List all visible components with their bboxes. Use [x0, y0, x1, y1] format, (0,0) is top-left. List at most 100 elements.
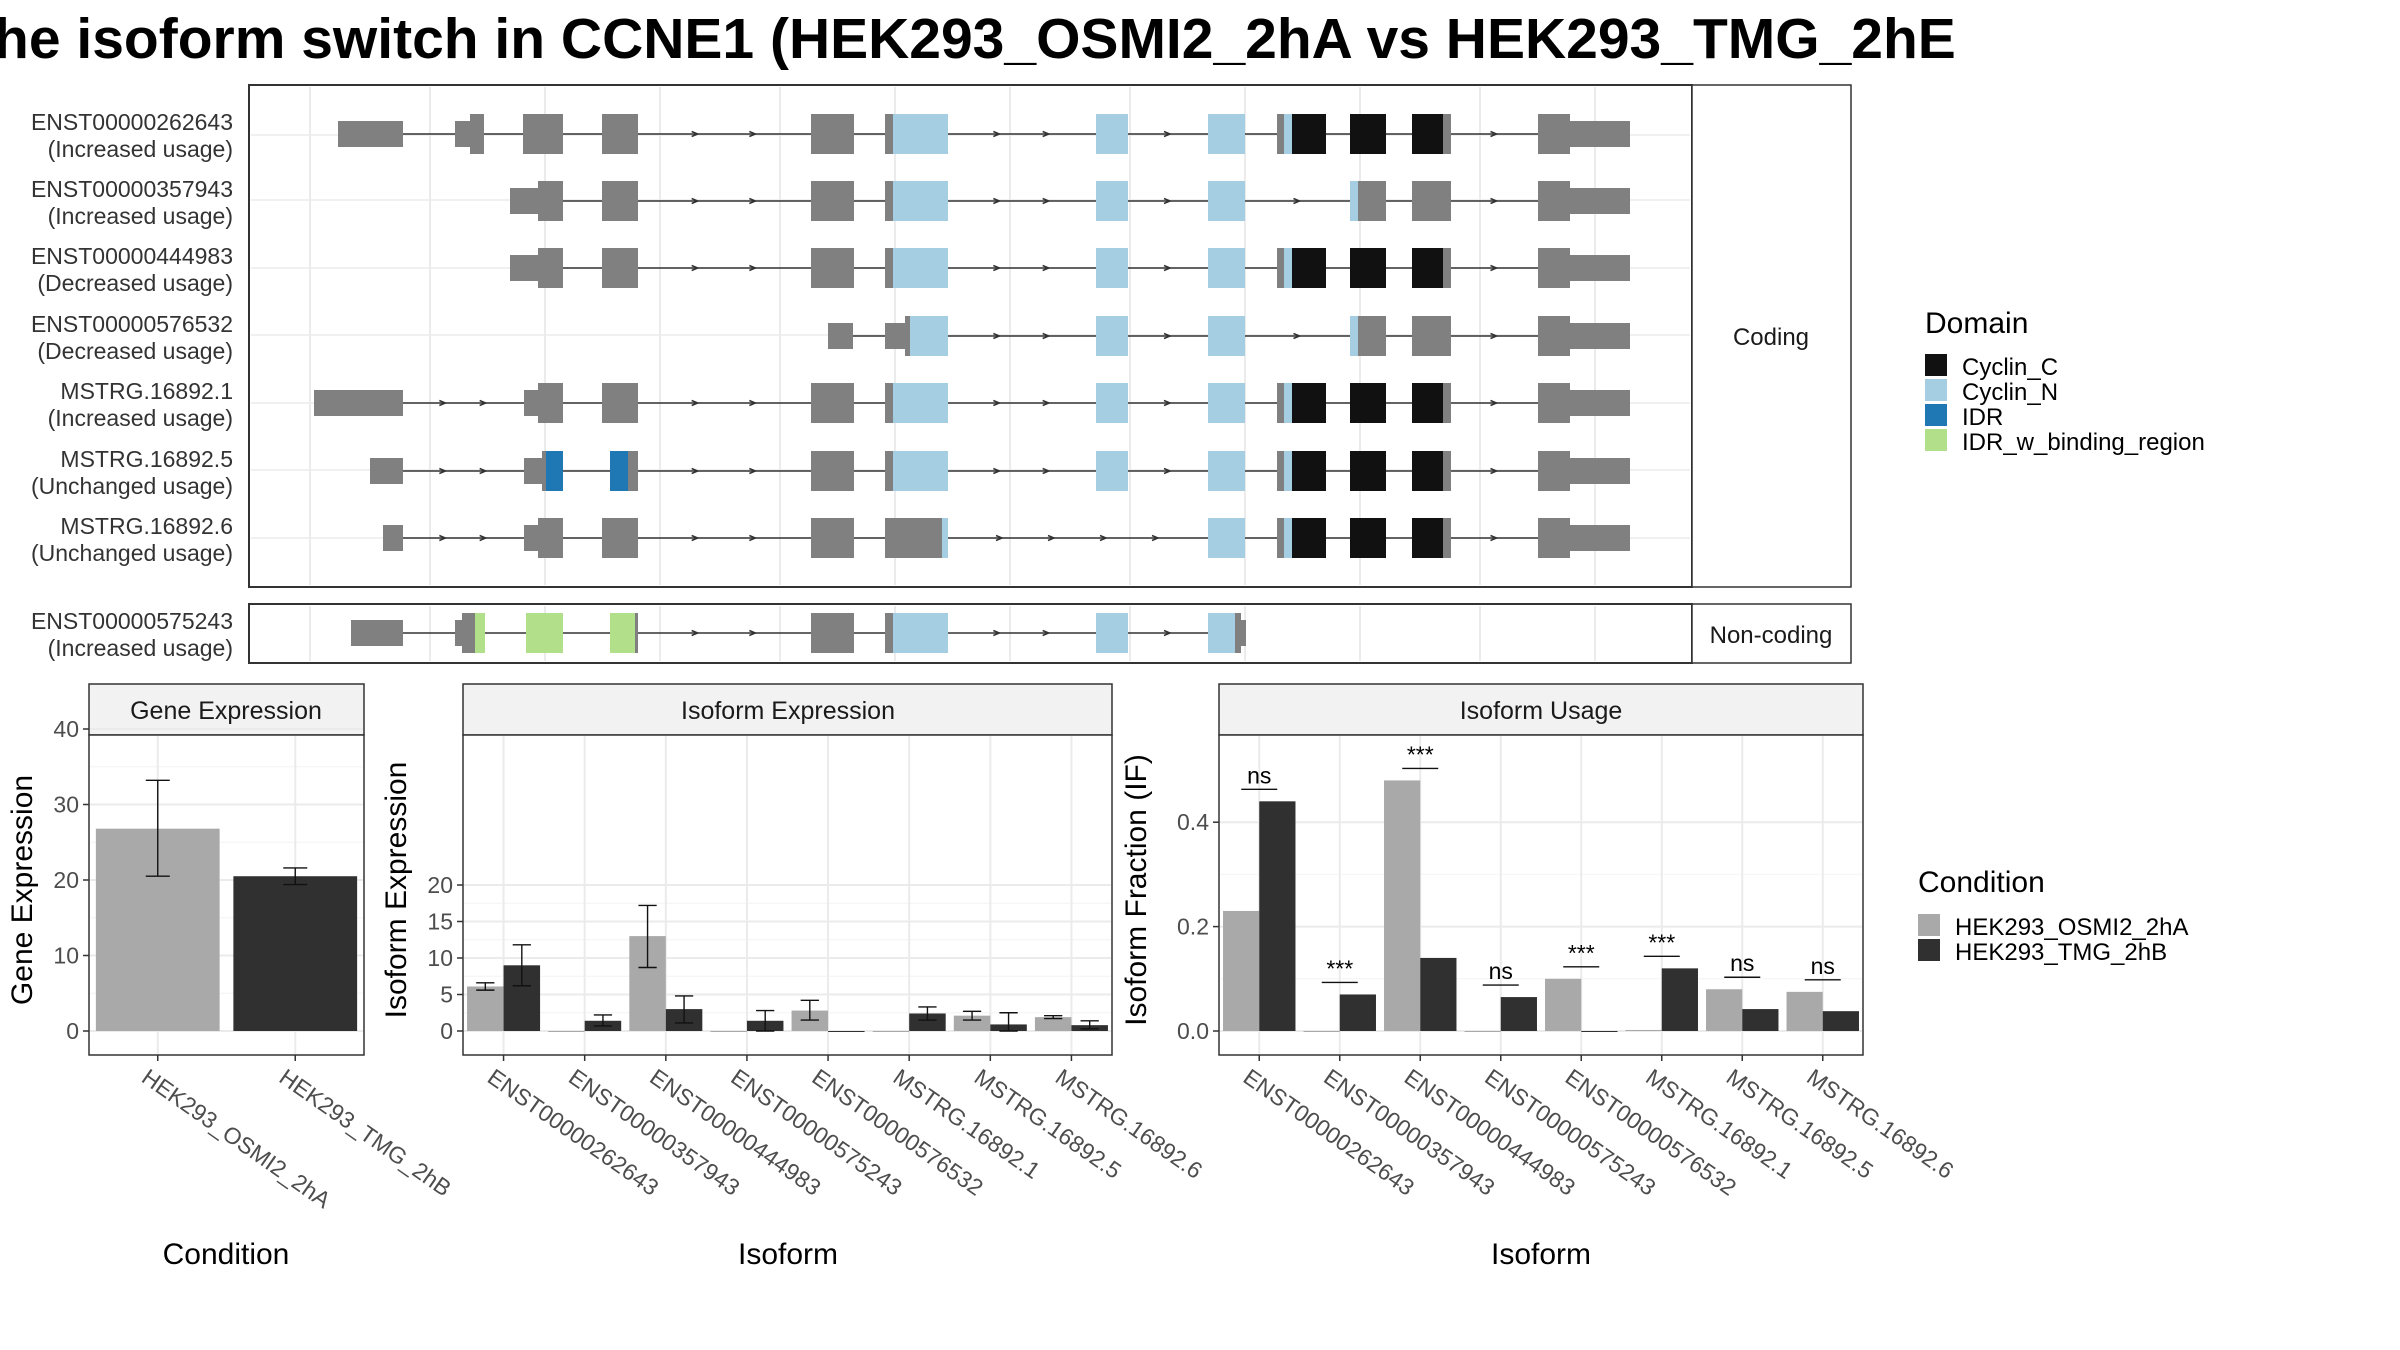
intron-arrow: [1042, 264, 1051, 272]
cyclin-n-domain: [1208, 248, 1245, 288]
exon: [885, 451, 893, 491]
gene-expression-title: Gene Expression: [130, 697, 322, 725]
cyclin-n-domain: [1208, 613, 1235, 653]
intron-arrow: [439, 467, 448, 475]
cyclin-n-domain: [893, 613, 948, 653]
intron-arrow: [1293, 197, 1302, 205]
intron-arrow: [1490, 399, 1499, 407]
intron-arrow: [749, 534, 758, 542]
cyclin-n-domain: [893, 248, 948, 288]
exon: [1277, 248, 1284, 288]
isoform-usage-marks: ns *** *** ns *** *** ns ns: [1223, 741, 1859, 1032]
cyclin-c-domain: [1292, 451, 1326, 491]
utr-exon: [1570, 390, 1630, 416]
y-tick-label: 10: [53, 943, 79, 969]
isoform-label-usage: (Increased usage): [48, 405, 233, 431]
isoform-label-id: MSTRG.16892.5: [60, 446, 233, 472]
cyclin-c-domain: [1350, 248, 1386, 288]
intron-arrow: [691, 534, 700, 542]
isoform-usage-title: Isoform Usage: [1460, 697, 1623, 725]
utr-exon: [1241, 620, 1246, 646]
exon: [1277, 114, 1284, 154]
utr-exon: [524, 458, 542, 484]
exon: [538, 181, 563, 221]
y-tick-label: 40: [53, 716, 79, 742]
intron-arrow: [749, 629, 758, 637]
isoform-label-id: ENST00000357943: [31, 176, 233, 202]
bar: [1384, 780, 1421, 1031]
bar: [909, 1013, 946, 1031]
cyclin-c-domain: [1412, 518, 1443, 558]
exon: [538, 518, 563, 558]
exon: [1412, 181, 1451, 221]
isoform-usage-plot-frame: [1218, 734, 1864, 1056]
exon: [523, 114, 563, 154]
isoform-label-usage: (Decreased usage): [37, 270, 233, 296]
utr-exon: [828, 323, 853, 349]
bar: [1420, 957, 1457, 1031]
intron-arrow: [479, 534, 488, 542]
exon: [1443, 451, 1451, 491]
cyclin-n-domain: [1096, 181, 1128, 221]
utr-exon: [455, 620, 462, 646]
utr-exon: [370, 458, 403, 484]
utr-exon: [351, 620, 403, 646]
significance-label: ***: [1568, 940, 1595, 966]
exon: [1538, 316, 1570, 356]
isoform-label-usage: (Unchanged usage): [31, 540, 233, 566]
gene-expression-ylabel: Gene Expression: [6, 775, 39, 1005]
intron-arrow: [993, 629, 1002, 637]
exon: [1443, 248, 1451, 288]
cyclin-n-domain: [1284, 518, 1292, 558]
cyclin-n-domain: [1284, 248, 1292, 288]
y-tick-label: 0.4: [1177, 809, 1209, 835]
cyclin-n-domain: [1208, 114, 1245, 154]
x-tick-label: MSTRG.16892.6: [1802, 1064, 1958, 1184]
cyclin-n-domain: [893, 383, 948, 423]
isoform-label-usage: (Increased usage): [48, 203, 233, 229]
y-tick-label: 0.0: [1177, 1018, 1209, 1044]
isoform-expression-panel: Isoform Expression 05101520ENST000002626…: [380, 683, 1207, 1271]
legend-label-idr: IDR: [1962, 404, 2003, 431]
intron-arrow: [993, 130, 1002, 138]
legend-label-cyclin-n: Cyclin_N: [1962, 379, 2058, 406]
exon: [470, 114, 484, 154]
legend-swatch-cond-b: [1918, 939, 1940, 961]
exon: [1358, 316, 1386, 356]
intron-arrow: [1042, 197, 1051, 205]
figure-title: he isoform switch in CCNE1 (HEK293_OSMI2…: [0, 7, 1956, 71]
noncoding-strip-box: [1691, 603, 1852, 664]
isoform-label-usage: (Decreased usage): [37, 338, 233, 364]
intron-arrow: [1293, 332, 1302, 340]
cyclin-n-domain: [1284, 383, 1292, 423]
isoform-label-id: ENST00000575243: [31, 608, 233, 634]
exon: [811, 613, 854, 653]
bar: [1223, 910, 1260, 1031]
exon: [628, 451, 638, 491]
y-tick-label: 20: [53, 867, 79, 893]
intron-arrow: [749, 264, 758, 272]
intron-arrow: [993, 399, 1002, 407]
cyclin-c-domain: [1412, 383, 1443, 423]
cyclin-c-domain: [1292, 518, 1326, 558]
y-tick-label: 10: [427, 945, 453, 971]
coding-strip-label: Coding: [1733, 324, 1809, 351]
y-tick-label: 0: [440, 1018, 453, 1044]
cyclin-n-domain: [1096, 451, 1128, 491]
cyclin-c-domain: [1292, 114, 1326, 154]
utr-exon: [1570, 525, 1630, 551]
intron-arrow: [749, 399, 758, 407]
cyclin-n-domain: [1284, 114, 1292, 154]
cyclin-n-domain: [1208, 181, 1245, 221]
cyclin-n-domain: [893, 451, 948, 491]
exon: [635, 613, 638, 653]
gene-expression-strip: [88, 683, 365, 736]
exon: [538, 248, 563, 288]
exon: [602, 518, 638, 558]
domain-legend-title: Domain: [1925, 307, 2028, 340]
isoform-expression-strip: [462, 683, 1113, 736]
intron-arrow: [1047, 534, 1056, 542]
isoform-label-usage: (Increased usage): [48, 136, 233, 162]
intron-arrow: [691, 130, 700, 138]
utr-exon: [314, 390, 403, 416]
